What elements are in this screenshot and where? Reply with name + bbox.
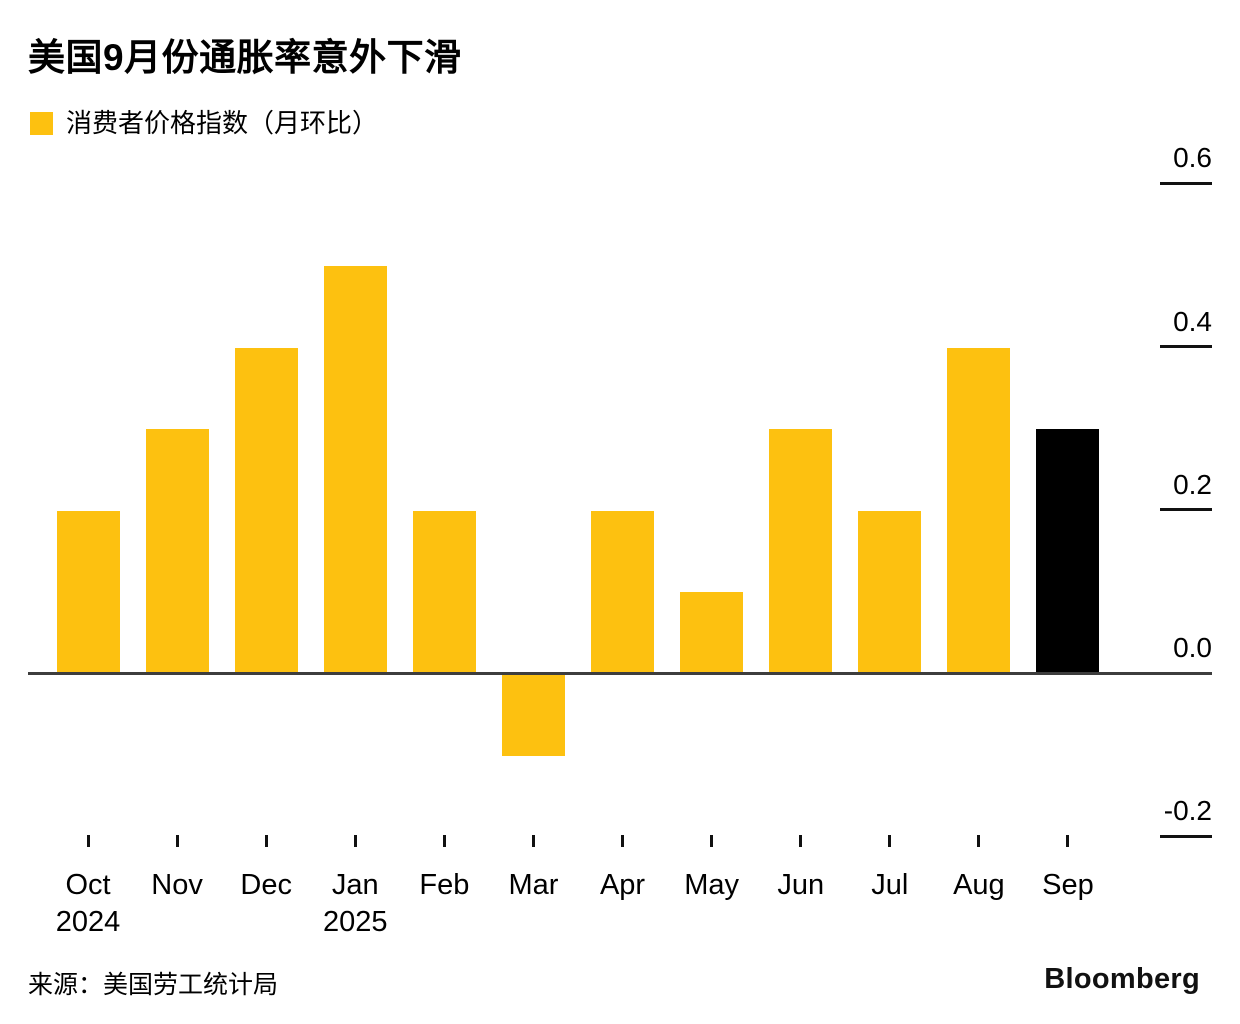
bar-mar	[501, 674, 565, 756]
bar-feb	[412, 510, 476, 674]
x-sublabel-2025: 2025	[323, 906, 388, 938]
x-tick-may	[710, 835, 714, 847]
bar-jul	[858, 510, 922, 674]
bar-jun	[769, 429, 833, 674]
bar-jan	[323, 266, 387, 674]
x-label-jun: Jun	[777, 869, 825, 901]
y-tick-label-0.6: 0.6	[1173, 142, 1212, 174]
x-label-may: May	[684, 869, 740, 901]
x-label-nov: Nov	[151, 869, 203, 901]
x-tick-sep	[1066, 835, 1070, 847]
x-label-sep: Sep	[1042, 869, 1094, 901]
x-sublabel-2024: 2024	[55, 906, 121, 938]
y-tick-label-0.0: 0.0	[1173, 632, 1212, 663]
x-label-aug: Aug	[953, 869, 1005, 901]
x-tick-feb	[442, 835, 446, 847]
x-tick-aug	[977, 835, 981, 847]
bar-apr	[591, 510, 655, 674]
chart-title: 美国9月份通胀率意外下滑	[28, 37, 462, 78]
y-tick-line-0.2	[1160, 508, 1212, 512]
y-tick-line-0.6	[1160, 181, 1212, 185]
x-tick-mar	[531, 835, 535, 847]
x-tick-oct	[86, 835, 90, 847]
x-label-dec: Dec	[240, 869, 292, 901]
x-label-jan: Jan	[331, 869, 379, 901]
y-tick-line-0.4	[1160, 345, 1212, 349]
y-tick-label-0.4: 0.4	[1173, 305, 1212, 337]
zero-axis-line	[28, 672, 1212, 675]
x-label-jul: Jul	[871, 869, 909, 901]
x-label-feb: Feb	[419, 869, 470, 901]
bloomberg-logo: Bloomberg	[1044, 963, 1200, 995]
bar-sep	[1036, 429, 1100, 674]
y-tick-label-0.2: 0.2	[1173, 468, 1212, 500]
y-tick-label--0.2: -0.2	[1163, 795, 1212, 827]
x-tick-nov	[175, 835, 179, 847]
y-tick-line--0.2	[1160, 834, 1212, 838]
x-label-apr: Apr	[599, 869, 646, 901]
bar-nov	[145, 429, 209, 674]
legend-label: 消费者价格指数（月环比）	[66, 108, 379, 138]
x-tick-apr	[621, 835, 625, 847]
legend-swatch-icon	[30, 111, 53, 135]
bar-dec	[234, 347, 298, 674]
x-label-mar: Mar	[508, 869, 559, 901]
x-tick-jan	[353, 835, 357, 847]
legend: 消费者价格指数（月环比）	[30, 108, 378, 138]
x-tick-jun	[799, 835, 803, 847]
x-tick-jul	[888, 835, 892, 847]
x-tick-dec	[264, 835, 268, 847]
bar-may	[680, 592, 744, 674]
x-label-oct: Oct	[65, 869, 111, 901]
bar-aug	[947, 347, 1011, 674]
source-note: 来源：美国劳工统计局	[28, 971, 279, 999]
bar-oct	[56, 510, 120, 674]
